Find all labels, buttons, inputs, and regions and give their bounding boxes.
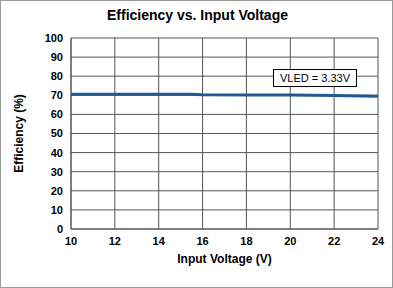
svg-text:24: 24 — [372, 235, 385, 247]
svg-text:10: 10 — [51, 204, 63, 216]
svg-text:20: 20 — [51, 185, 63, 197]
svg-text:18: 18 — [240, 235, 252, 247]
svg-text:60: 60 — [51, 108, 63, 120]
svg-text:70: 70 — [51, 89, 63, 101]
html-text:Efficiency vs. Input Voltage: Efficiency vs. Input Voltage — [107, 7, 288, 23]
svg-text:50: 50 — [51, 127, 63, 139]
svg-text:16: 16 — [196, 235, 208, 247]
svg-text:80: 80 — [51, 70, 63, 82]
svg-text:14: 14 — [153, 235, 166, 247]
html-text:VLED = 3.33V: VLED = 3.33V — [280, 72, 350, 84]
svg-text:30: 30 — [51, 166, 63, 178]
svg-text:10: 10 — [65, 235, 77, 247]
svg-text:40: 40 — [51, 147, 63, 159]
svg-text:20: 20 — [284, 235, 296, 247]
svg-text:12: 12 — [109, 235, 121, 247]
svg-text:Efficiency (%): Efficiency (%) — [12, 94, 26, 173]
svg-text:22: 22 — [328, 235, 340, 247]
svg-text:100: 100 — [45, 32, 63, 44]
svg-text:Input Voltage (V): Input Voltage (V) — [177, 252, 271, 266]
svg-text:90: 90 — [51, 51, 63, 63]
svg-text:0: 0 — [57, 223, 63, 235]
